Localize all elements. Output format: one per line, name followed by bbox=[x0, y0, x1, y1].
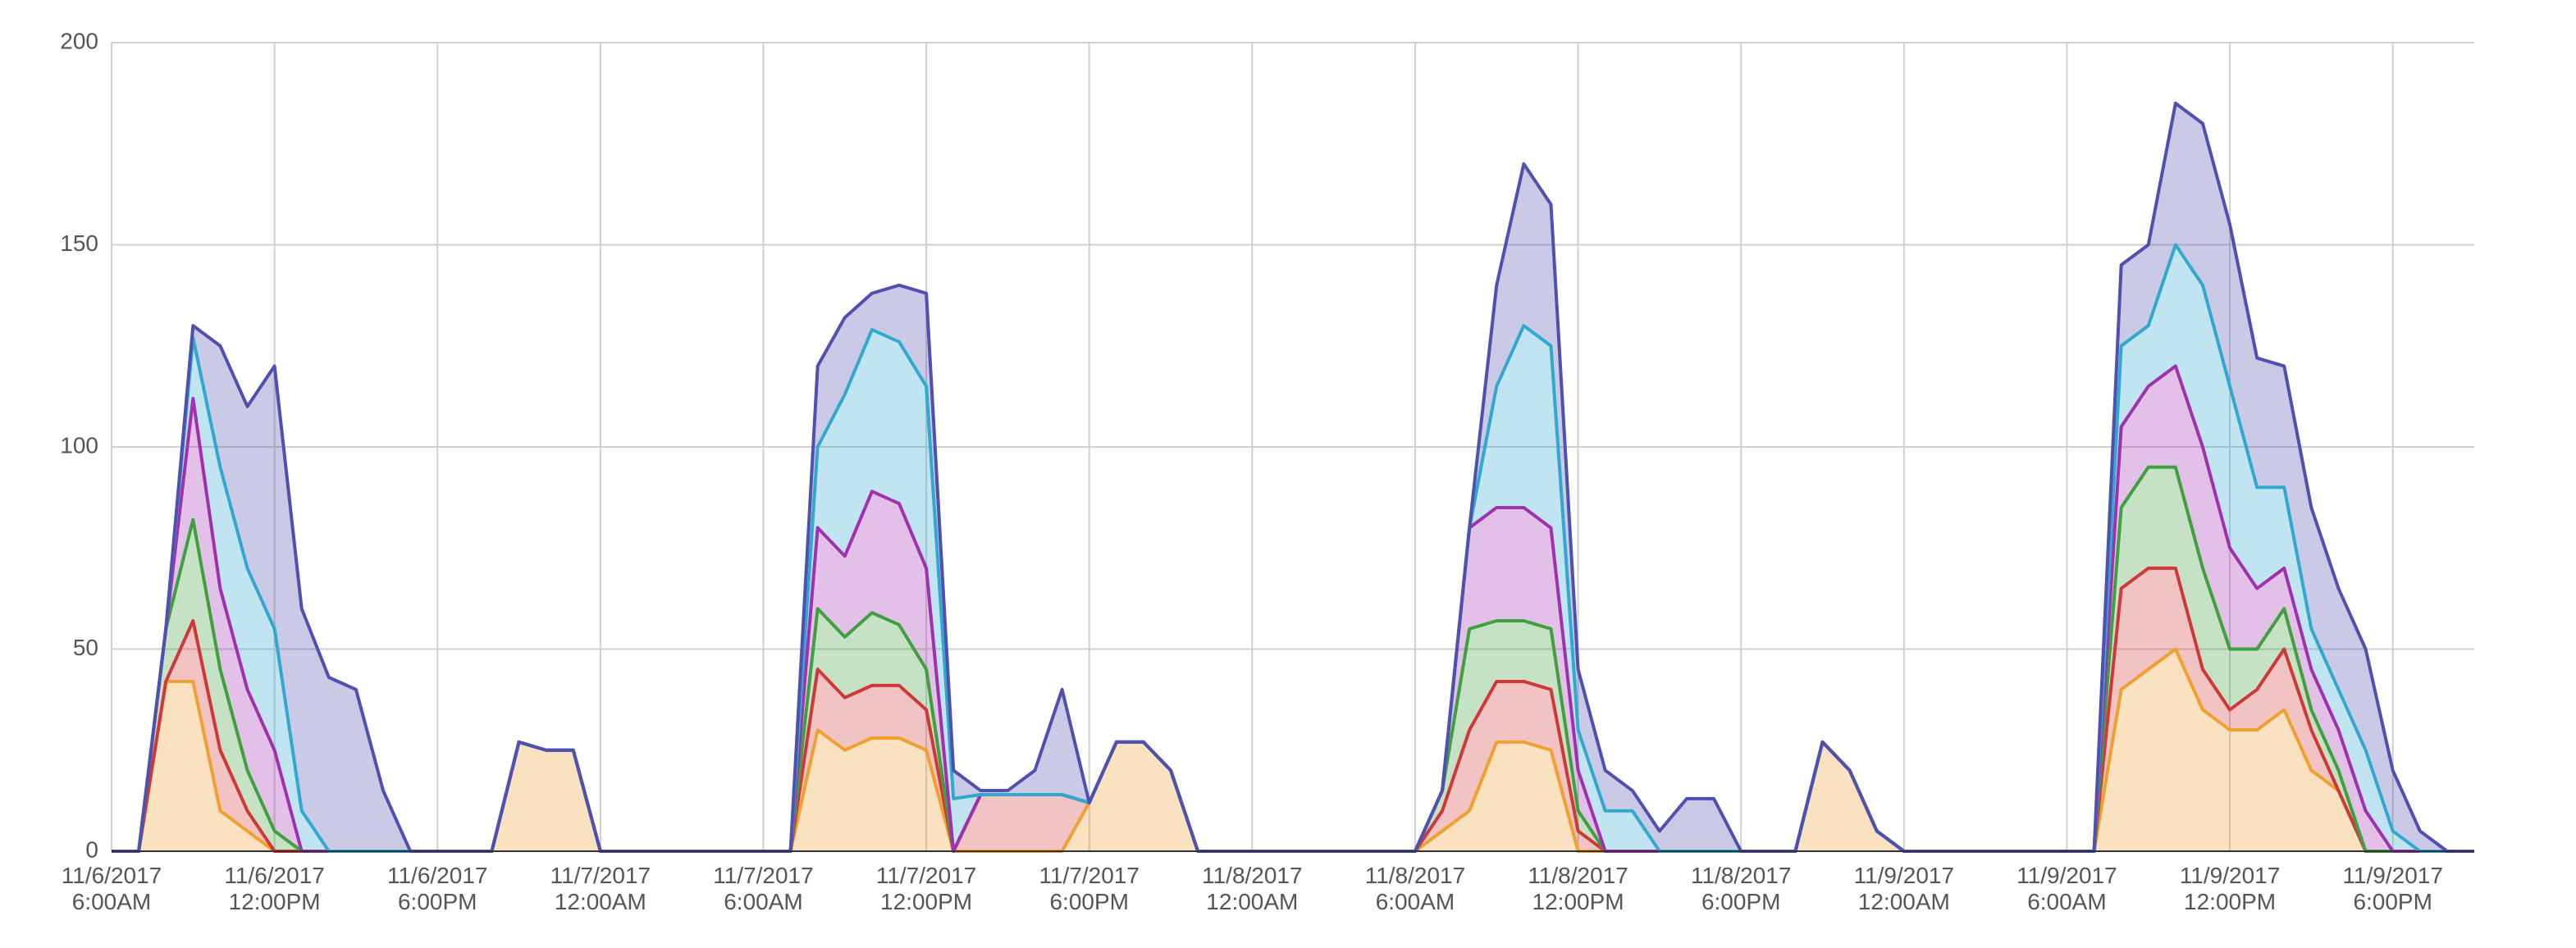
x-tick-label: 11/6/2017 6:00PM bbox=[386, 863, 488, 914]
x-tick-label: 11/7/2017 12:00AM bbox=[550, 863, 651, 914]
x-tick-label: 11/7/2017 6:00AM bbox=[713, 863, 814, 914]
y-tick-label: 0 bbox=[85, 836, 98, 862]
area bbox=[112, 649, 2474, 851]
y-tick-label: 200 bbox=[60, 28, 98, 53]
x-tick-label: 11/9/2017 6:00PM bbox=[2342, 863, 2443, 914]
x-tick-label: 11/7/2017 12:00PM bbox=[875, 863, 977, 914]
x-tick-label: 11/6/2017 12:00PM bbox=[224, 863, 325, 914]
grid bbox=[111, 42, 2474, 852]
x-tick-label: 11/7/2017 6:00PM bbox=[1039, 863, 1140, 914]
y-tick-label: 100 bbox=[60, 432, 98, 458]
x-tick-label: 11/9/2017 12:00PM bbox=[2179, 863, 2281, 914]
x-tick-label: 11/8/2017 12:00AM bbox=[1202, 863, 1303, 914]
x-tick-label: 11/8/2017 6:00PM bbox=[1690, 863, 1792, 914]
x-tick-label: 11/8/2017 12:00PM bbox=[1528, 863, 1628, 914]
y-tick-label: 50 bbox=[73, 635, 98, 660]
areas bbox=[112, 103, 2474, 851]
x-tick-label: 11/9/2017 12:00AM bbox=[1853, 863, 1955, 914]
y-tick-label: 150 bbox=[60, 230, 98, 256]
area bbox=[112, 103, 2474, 851]
x-tick-label: 11/9/2017 6:00AM bbox=[2016, 863, 2117, 914]
x-tick-label: 11/6/2017 6:00AM bbox=[61, 863, 162, 914]
x-tick-label: 11/8/2017 6:00AM bbox=[1364, 863, 1466, 914]
